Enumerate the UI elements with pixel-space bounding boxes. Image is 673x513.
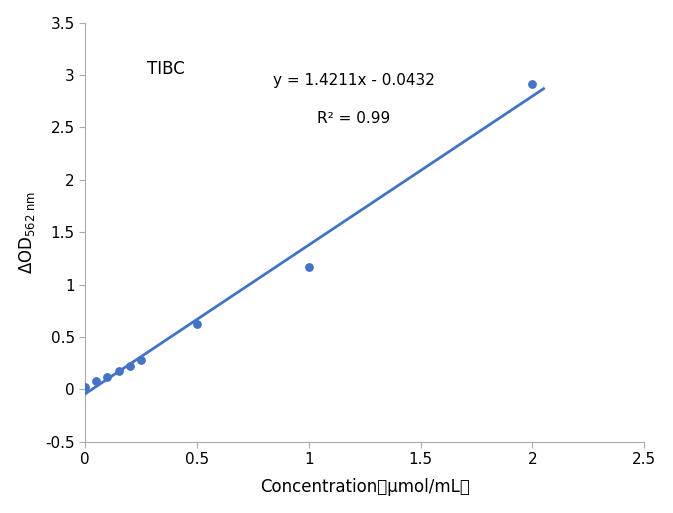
Point: [91, 377, 102, 385]
Y-axis label: $\Delta$OD$_{562\ \rm{nm}}$: $\Delta$OD$_{562\ \rm{nm}}$: [17, 191, 36, 274]
X-axis label: Concentration（μmol/mL）: Concentration（μmol/mL）: [260, 478, 470, 497]
Point: [125, 362, 135, 370]
Point: [79, 383, 90, 391]
Text: y = 1.4211x - 0.0432: y = 1.4211x - 0.0432: [273, 73, 434, 88]
Text: TIBC: TIBC: [147, 61, 184, 78]
Point: [192, 320, 203, 328]
Point: [113, 366, 124, 374]
Point: [304, 263, 314, 271]
Point: [135, 356, 146, 364]
Point: [102, 373, 113, 381]
Point: [527, 81, 538, 89]
Text: R² = 0.99: R² = 0.99: [317, 111, 390, 126]
